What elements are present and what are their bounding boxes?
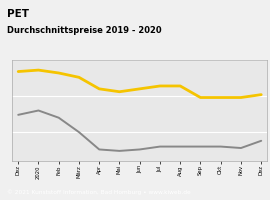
Text: Durchschnittspreise 2019 - 2020: Durchschnittspreise 2019 - 2020 bbox=[7, 26, 161, 35]
Text: © 2021 Kunststoff Information, Bad Homburg • www.kiweb.de: © 2021 Kunststoff Information, Bad Hombu… bbox=[7, 190, 191, 195]
Text: PET: PET bbox=[7, 9, 29, 19]
